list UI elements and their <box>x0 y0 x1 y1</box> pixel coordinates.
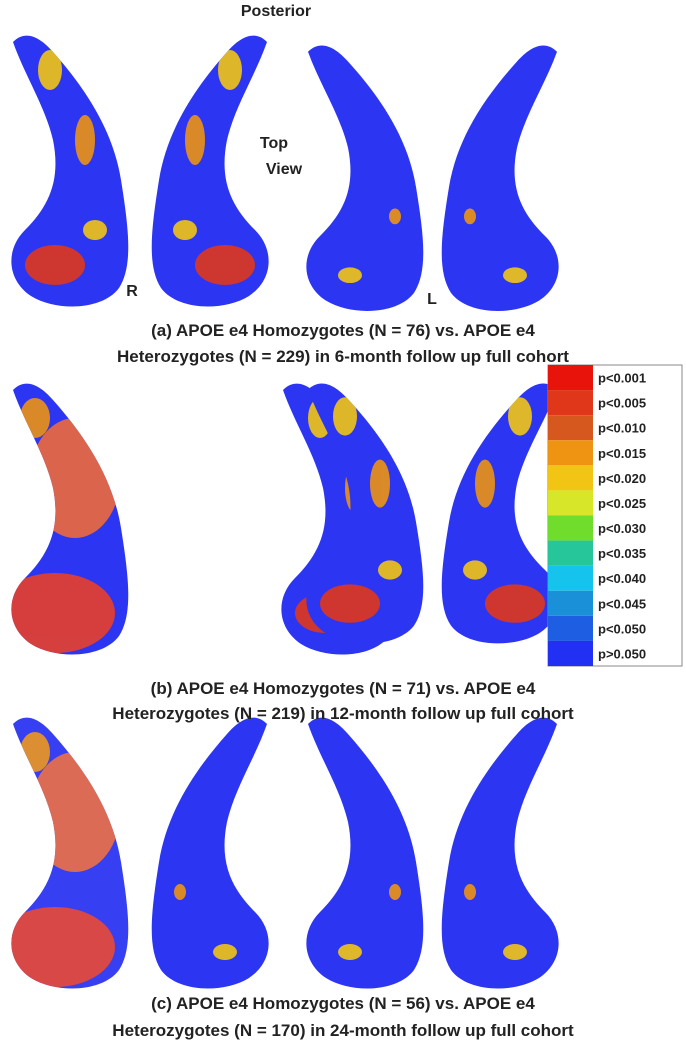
caption: Heterozygotes (N = 170) in 24-month foll… <box>112 1021 574 1040</box>
caption: (c) APOE e4 Homozygotes (N = 56) vs. APO… <box>151 994 535 1013</box>
legend-label: p<0.025 <box>598 496 646 511</box>
hippocampus <box>152 718 269 989</box>
hippocampus <box>152 36 269 307</box>
legend-swatch <box>548 490 593 516</box>
view-label: View <box>266 161 303 178</box>
legend-label: p<0.050 <box>598 621 646 636</box>
legend-swatch <box>548 440 593 466</box>
legend-label: p<0.015 <box>598 446 646 461</box>
hippocampus <box>0 384 128 655</box>
hippocampus <box>306 718 423 989</box>
hippocampus <box>306 383 423 643</box>
legend-label: p<0.040 <box>598 571 646 586</box>
caption: Heterozygotes (N = 219) in 12-month foll… <box>112 704 574 723</box>
legend-swatch <box>548 465 593 491</box>
legend-label: p>0.050 <box>598 646 646 661</box>
legend-swatch <box>548 540 593 566</box>
caption: Heterozygotes (N = 229) in 6-month follo… <box>117 347 569 366</box>
hippocampus <box>442 46 559 311</box>
posterior-label: Posterior <box>241 3 311 20</box>
hippocampus <box>442 383 559 643</box>
legend-label: p<0.005 <box>598 396 646 411</box>
hippocampus <box>0 718 128 989</box>
legend-swatch <box>548 615 593 641</box>
hippocampus <box>442 718 559 989</box>
legend-swatch <box>548 565 593 591</box>
caption: (a) APOE e4 Homozygotes (N = 76) vs. APO… <box>151 321 535 340</box>
hippocampus <box>306 46 423 311</box>
legend-swatch <box>548 515 593 541</box>
legend-label: p<0.035 <box>598 546 646 561</box>
legend: p<0.001 p<0.005 p<0.010 p<0.015 p<0.020 p<0.0… <box>547 364 683 667</box>
legend-label: p<0.030 <box>598 521 646 536</box>
legend-swatch <box>548 390 593 416</box>
legend-swatch <box>548 365 593 391</box>
side-label: R <box>126 283 138 300</box>
caption: (b) APOE e4 Homozygotes (N = 71) vs. APO… <box>151 679 536 698</box>
legend-swatch <box>548 415 593 441</box>
legend-label: p<0.020 <box>598 471 646 486</box>
legend-label: p<0.045 <box>598 596 646 611</box>
side-label: L <box>427 291 437 308</box>
legend-label: p<0.001 <box>598 371 646 386</box>
view-label: Top <box>260 135 288 152</box>
legend-label: p<0.010 <box>598 421 646 436</box>
legend-swatch <box>548 640 593 666</box>
legend-swatch <box>548 590 593 616</box>
hippocampus <box>11 36 128 307</box>
